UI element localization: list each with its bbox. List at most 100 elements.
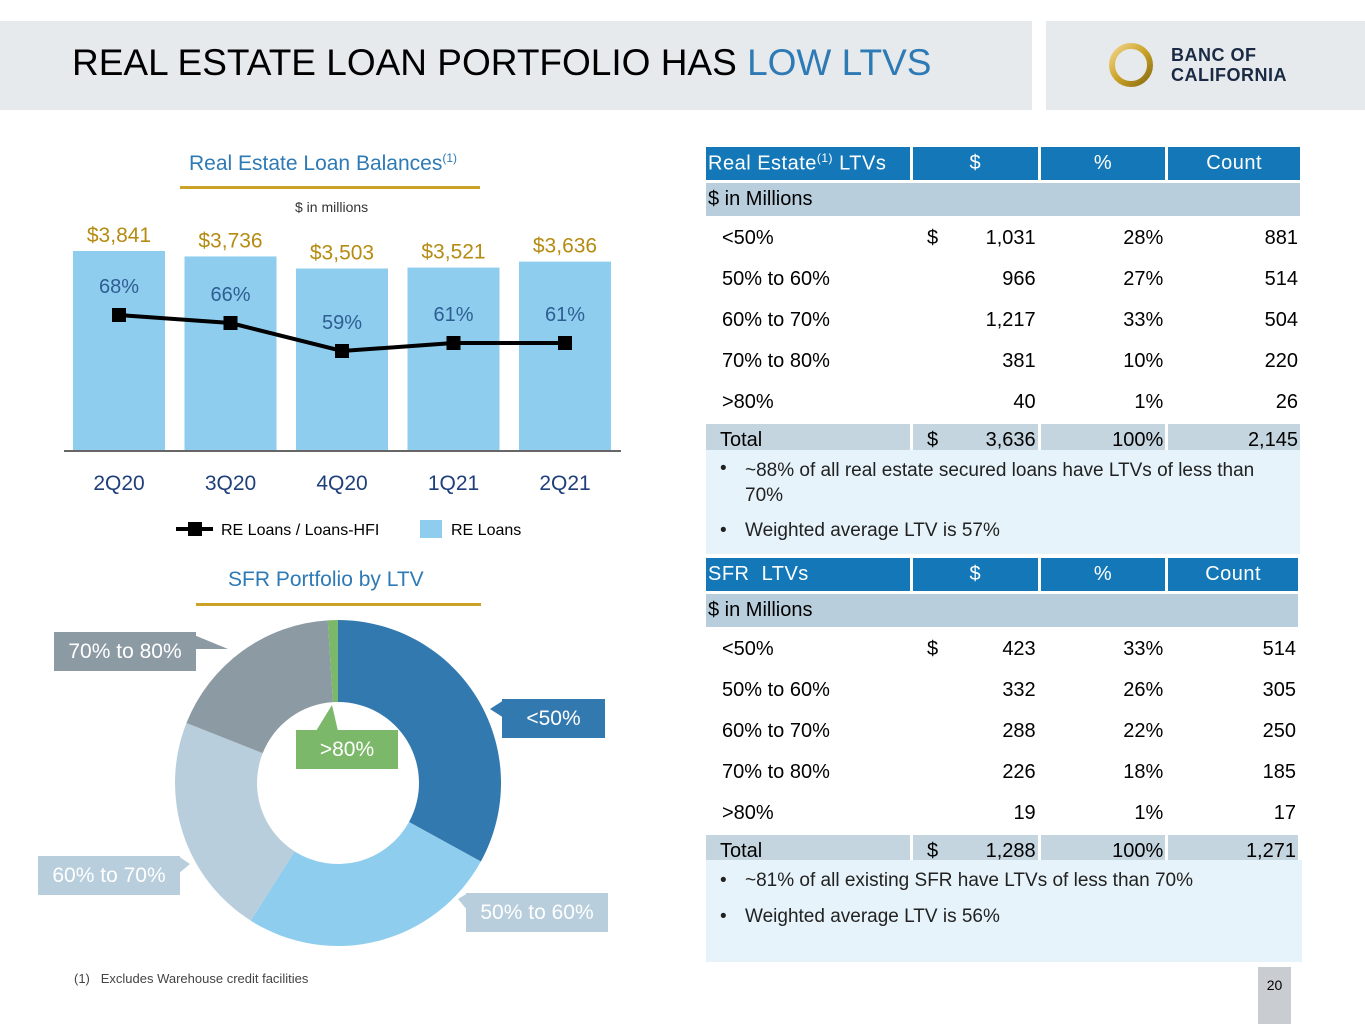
- table-row: 50% to 60% 332 26% 305: [706, 671, 1298, 709]
- table-row: 70% to 80% 381 10% 220: [706, 342, 1300, 380]
- row-pct: 26%: [1123, 678, 1164, 701]
- bar-value-label: $3,503: [310, 242, 374, 265]
- row-pct: 1%: [1134, 801, 1164, 824]
- row-label: >80%: [722, 801, 774, 824]
- sfr-bullet-1: ~81% of all existing SFR have LTVs of le…: [745, 870, 1193, 891]
- line-value-label: 59%: [322, 312, 362, 334]
- row-count: 881: [1264, 226, 1298, 249]
- re-header-count: Count: [1168, 147, 1300, 180]
- callout-pointer-lt50: [490, 700, 504, 718]
- row-label: 50% to 60%: [722, 267, 830, 290]
- row-count: 504: [1264, 308, 1298, 331]
- table-row: >80% 19 1% 17: [706, 794, 1298, 832]
- sfr-table-header: SFR LTVs $ % Count: [706, 558, 1298, 591]
- bar-chart-title: Real Estate Loan Balances(1): [189, 151, 458, 175]
- row-amount: 19: [1013, 801, 1036, 824]
- re-table-subheader: $ in Millions: [706, 183, 1300, 216]
- re-table-header: Real Estate(1) LTVs $ % Count: [706, 147, 1300, 180]
- x-tick-label: 2Q20: [93, 472, 144, 495]
- bar-re-loans: [184, 256, 277, 450]
- donut-slice: [250, 822, 481, 946]
- row-amount: 226: [1002, 760, 1036, 783]
- line-marker: [558, 336, 572, 350]
- legend-line-marker: [188, 522, 202, 536]
- callout-pointer-gt80: [316, 705, 338, 731]
- bar-value-label: $3,521: [421, 241, 485, 264]
- table-row: <50% $1,031 28% 881: [706, 219, 1300, 257]
- re-ltv-table: Real Estate(1) LTVs $ % Count $ in Milli…: [703, 144, 1303, 460]
- row-pct: 18%: [1123, 760, 1164, 783]
- bar-value-label: $3,736: [198, 229, 262, 252]
- donut-chart-title: SFR Portfolio by LTV: [228, 568, 424, 591]
- row-count: 514: [1264, 267, 1298, 290]
- row-pct: 10%: [1123, 349, 1164, 372]
- table-row: <50% $423 33% 514: [706, 630, 1298, 668]
- row-pct: 28%: [1123, 226, 1164, 249]
- page-title: REAL ESTATE LOAN PORTFOLIO HAS LOW LTVS: [72, 42, 932, 83]
- sfr-header-label: SFR LTVs: [706, 558, 911, 591]
- sfr-header-pct: %: [1040, 558, 1166, 591]
- sfr-header-count: Count: [1168, 558, 1298, 591]
- line-marker: [335, 344, 349, 358]
- sfr-header-dollar: $: [913, 558, 1038, 591]
- table-row: 50% to 60% 966 27% 514: [706, 260, 1300, 298]
- line-value-label: 68%: [99, 276, 139, 298]
- row-label: 60% to 70%: [722, 719, 830, 742]
- line-value-label: 61%: [545, 304, 585, 326]
- row-label: 50% to 60%: [722, 678, 830, 701]
- row-pct: 33%: [1123, 637, 1164, 660]
- row-label: 70% to 80%: [722, 349, 830, 372]
- row-label: <50%: [722, 637, 774, 660]
- callout-lt50: <50%: [502, 699, 605, 738]
- line-marker: [112, 308, 126, 322]
- legend-line-label: RE Loans / Loans-HFI: [221, 522, 379, 539]
- table-row: 60% to 70% 1,217 33% 504: [706, 301, 1300, 339]
- callout-pointer-70-80: [194, 635, 228, 649]
- row-amount: 1,217: [985, 308, 1036, 331]
- donut-title-underline: [196, 603, 481, 606]
- row-pct: 1%: [1134, 390, 1164, 413]
- bar-title-underline: [180, 186, 480, 189]
- legend-bar-swatch: [420, 520, 442, 538]
- sfr-table-subheader: $ in Millions: [706, 594, 1298, 627]
- re-header-dollar: $: [913, 147, 1038, 180]
- re-bullet-1: ~88% of all real estate secured loans ha…: [745, 460, 1255, 506]
- line-marker: [223, 316, 238, 330]
- re-header-pct: %: [1040, 147, 1166, 180]
- sfr-ltv-table: SFR LTVs $ % Count $ in Millions <50% $42…: [703, 555, 1301, 871]
- row-count: 220: [1264, 349, 1298, 372]
- row-amount: 966: [1002, 267, 1036, 290]
- row-count: 26: [1275, 390, 1298, 413]
- row-pct: 22%: [1123, 719, 1164, 742]
- row-pct: 27%: [1123, 267, 1164, 290]
- callout-pointer-50-60: [458, 893, 468, 911]
- row-label: 60% to 70%: [722, 308, 830, 331]
- row-pct: 33%: [1123, 308, 1164, 331]
- line-value-label: 66%: [210, 284, 250, 306]
- row-count: 250: [1262, 719, 1296, 742]
- bar-chart-unit: $ in millions: [295, 199, 369, 215]
- bar-re-loans: [519, 261, 611, 450]
- callout-60-70: 60% to 70%: [38, 856, 180, 895]
- callout-70-80: 70% to 80%: [54, 632, 196, 671]
- row-label: <50%: [722, 226, 774, 249]
- line-marker: [446, 336, 461, 350]
- donut-slice: [186, 620, 333, 754]
- bar-value-label: $3,841: [87, 224, 151, 247]
- row-count: 185: [1262, 760, 1296, 783]
- legend-bar-label: RE Loans: [451, 522, 521, 539]
- page-number: 20: [1258, 967, 1291, 1024]
- row-amount: $423: [927, 637, 1036, 660]
- callout-50-60: 50% to 60%: [466, 893, 608, 932]
- logo-line1: BANC OF: [1171, 45, 1257, 65]
- table-row: 60% to 70% 288 22% 250: [706, 712, 1298, 750]
- row-amount: 40: [1013, 390, 1036, 413]
- header-bar: [0, 21, 1032, 110]
- logo-ring-icon: [1109, 43, 1153, 87]
- logo-text: BANC OF CALIFORNIA: [1171, 45, 1287, 85]
- x-tick-label: 3Q20: [205, 472, 256, 495]
- row-amount: 381: [1002, 349, 1036, 372]
- callout-pointer-60-70: [178, 856, 190, 874]
- row-count: 305: [1262, 678, 1296, 701]
- re-header-label: Real Estate(1) LTVs: [706, 147, 911, 180]
